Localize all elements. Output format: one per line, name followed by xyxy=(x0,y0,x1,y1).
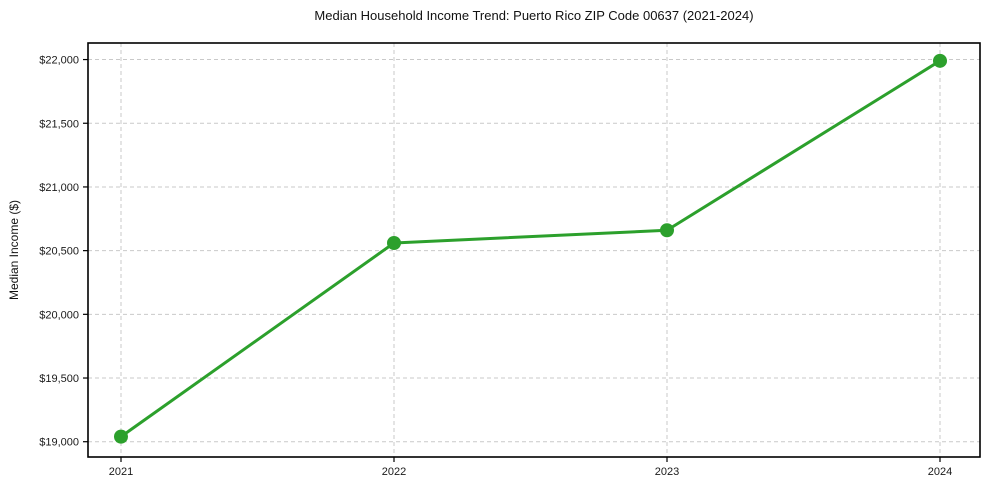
x-tick-label: 2024 xyxy=(928,466,952,478)
y-tick-label: $19,500 xyxy=(39,373,79,385)
y-tick-label: $20,000 xyxy=(39,309,79,321)
x-tick-label: 2023 xyxy=(655,466,679,478)
y-tick-label: $21,500 xyxy=(39,118,79,130)
x-tick-label: 2021 xyxy=(109,466,133,478)
chart-title: Median Household Income Trend: Puerto Ri… xyxy=(314,8,754,23)
y-axis-label: Median Income ($) xyxy=(7,199,21,301)
x-tick-label: 2022 xyxy=(382,466,406,478)
y-tick-label: $20,500 xyxy=(39,246,79,258)
y-tick-label: $22,000 xyxy=(39,55,79,67)
trend-line xyxy=(119,59,942,439)
plot-border xyxy=(87,42,981,458)
y-tick-label: $21,000 xyxy=(39,182,79,194)
data-point xyxy=(933,53,947,68)
data-point xyxy=(660,223,674,238)
data-point xyxy=(387,235,401,250)
data-point xyxy=(114,429,128,444)
y-tick-label: $19,000 xyxy=(39,437,79,449)
